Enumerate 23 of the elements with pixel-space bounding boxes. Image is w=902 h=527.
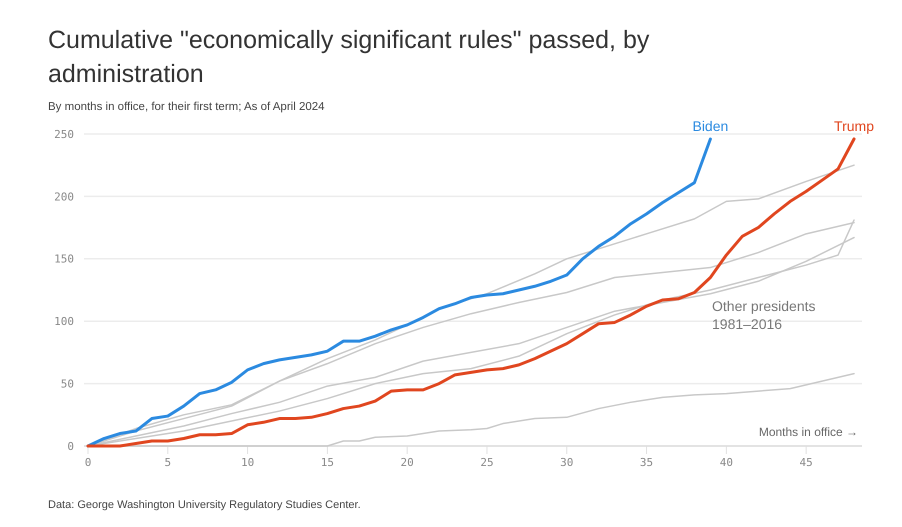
x-tick-label: 30 <box>560 456 574 469</box>
x-tick-label: 10 <box>240 456 254 469</box>
x-tick-label: 35 <box>640 456 654 469</box>
text: Data: George Washington University Regulatory Studies Center. <box>48 499 361 511</box>
y-tick-label: 100 <box>54 315 74 328</box>
y-tick-label: 200 <box>54 190 74 204</box>
series-label: Trump <box>834 118 874 134</box>
x-tick-label: 40 <box>720 456 733 469</box>
y-tick-label: 50 <box>60 377 74 390</box>
x-tick-label: 0 <box>84 456 92 469</box>
y-tick-label: 250 <box>54 128 74 141</box>
chart-subtitle: By months in office, for their first term; As of April 2024 <box>48 101 326 113</box>
x-tick-label: 25 <box>480 456 494 469</box>
y-tick-label: 0 <box>67 440 74 453</box>
x-axis-title: Months in office → <box>758 425 858 439</box>
annotation: Other presidents 1981–2016 <box>712 298 816 332</box>
chart-title: Cumulative "economically significant rules" passed, by administration <box>48 26 650 88</box>
y-tick-label: 150 <box>54 252 74 266</box>
x-tick-label: 45 <box>800 456 813 469</box>
x-tick-label: 20 <box>400 456 414 469</box>
x-tick-label: 15 <box>320 456 334 469</box>
x-tick-label: 5 <box>164 456 172 469</box>
series-label: Biden <box>692 118 728 134</box>
